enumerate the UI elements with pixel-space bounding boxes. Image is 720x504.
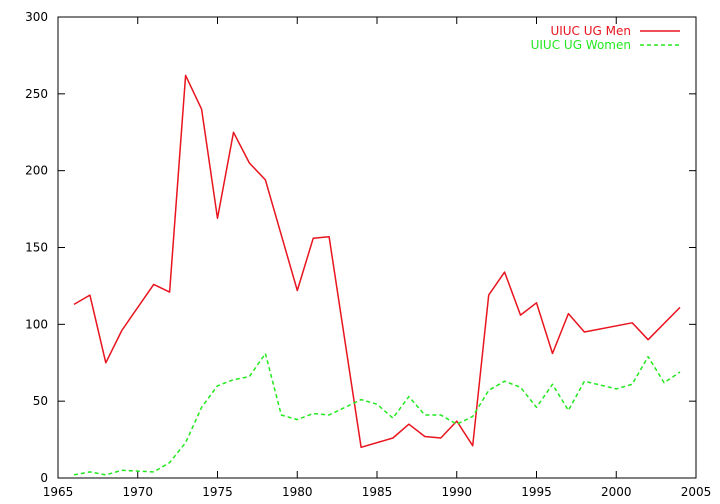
y-tick-label: 0 (40, 471, 48, 485)
x-tick-label: 1965 (43, 485, 74, 499)
x-tick-label: 1985 (362, 485, 393, 499)
series-line-women (73, 352, 681, 476)
y-tick-label: 250 (25, 87, 48, 101)
x-tick-label: 1990 (441, 485, 472, 499)
x-tick-label: 1995 (521, 485, 552, 499)
x-tick-label: 1980 (282, 485, 313, 499)
y-tick-label: 50 (33, 394, 48, 408)
series-lines (73, 74, 681, 476)
x-tick-label: 1970 (122, 485, 153, 499)
x-tick-label: 1975 (202, 485, 233, 499)
x-tick-label: 2000 (601, 485, 632, 499)
legend-label: UIUC UG Men (550, 24, 631, 38)
y-tick-label: 300 (25, 10, 48, 24)
series-line-men (73, 74, 681, 449)
y-tick-label: 200 (25, 164, 48, 178)
legend-label: UIUC UG Women (531, 38, 631, 52)
axis-ticks (57, 16, 697, 479)
plot-frame (57, 16, 697, 479)
y-tick-label: 150 (25, 241, 48, 255)
axis-tick-labels: 1965 1970 1975 1980 1985 1990 1995 2000 2005 0 50 1… (25, 10, 711, 499)
x-tick-label: 2005 (681, 485, 712, 499)
y-tick-label: 100 (25, 317, 48, 331)
